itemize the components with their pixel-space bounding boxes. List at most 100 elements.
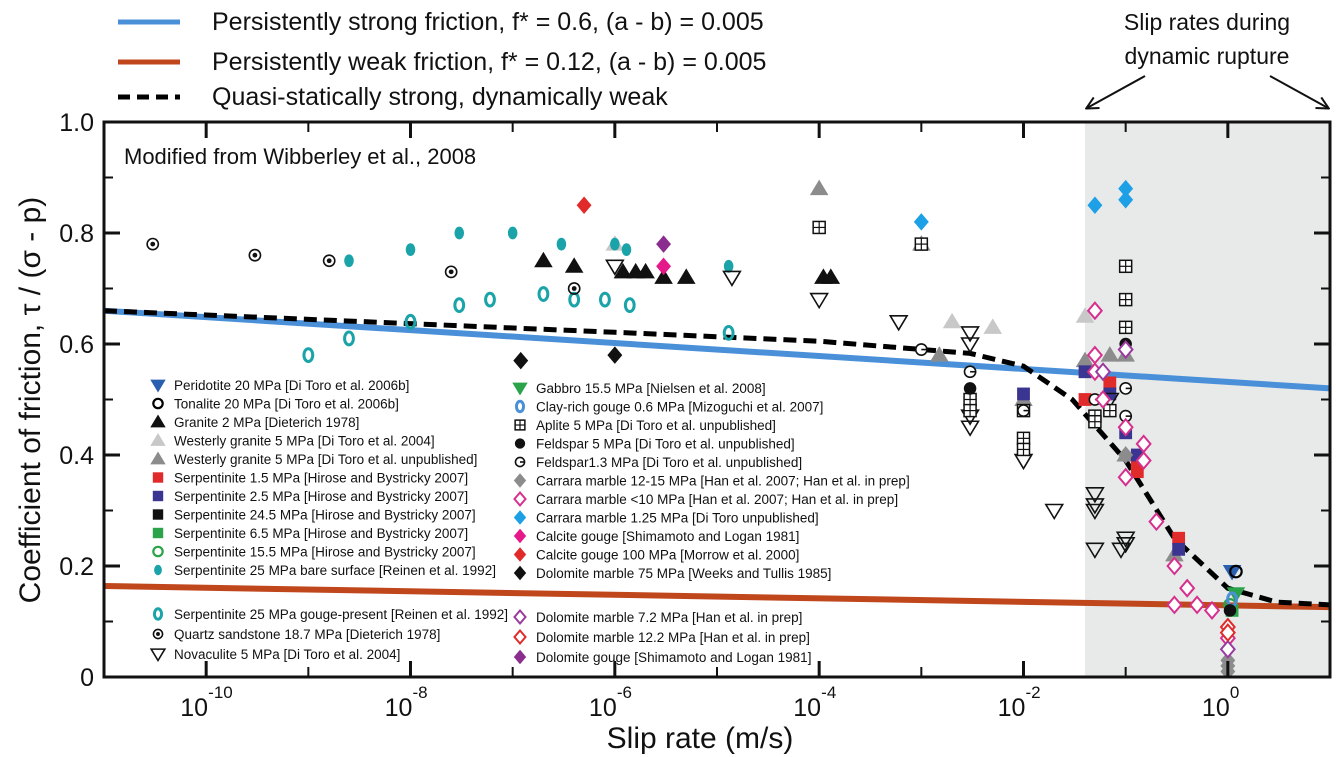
point-s13-10 xyxy=(1085,487,1105,504)
key-label-7: Serpentinite 24.5 MPa [Hirose and Bystri… xyxy=(174,508,476,523)
key-marker-21 xyxy=(513,510,527,525)
point-s20-3 xyxy=(1094,389,1112,410)
shaded-dynamic-region xyxy=(1085,122,1330,677)
point-s19-0 xyxy=(1118,446,1134,464)
point-s11-7 xyxy=(599,291,611,308)
point-s13-6 xyxy=(960,420,980,437)
model-line-qsdw xyxy=(104,308,1330,608)
point-s5-1 xyxy=(1103,376,1117,390)
point-s2-0 xyxy=(534,251,553,268)
y-tick-label-4: 0.8 xyxy=(59,220,94,248)
key-label-11: Serpentinite 25 MPa gouge-present [Reine… xyxy=(174,607,508,622)
point-s13-1 xyxy=(722,270,742,287)
point-s11-3 xyxy=(453,297,466,314)
point-s20-8 xyxy=(1148,512,1165,532)
key-label-5: Serpentinite 1.5 MPa [Hirose and Bystric… xyxy=(174,471,468,486)
point-s1-0 xyxy=(1229,564,1243,579)
point-s20-11 xyxy=(1166,595,1183,615)
point-s10-0 xyxy=(344,254,354,268)
point-s10-2 xyxy=(454,226,465,240)
key-marker-1 xyxy=(152,397,164,410)
point-s21-0 xyxy=(913,213,929,231)
data-points xyxy=(146,179,1246,677)
point-s20-12 xyxy=(1188,595,1206,615)
key-marker-17 xyxy=(514,438,526,449)
point-s24-0 xyxy=(513,351,529,370)
point-s20-4 xyxy=(1117,417,1134,437)
arrow-left xyxy=(1087,75,1146,108)
point-s12-1 xyxy=(252,252,258,258)
point-s12-2 xyxy=(322,254,336,268)
key-label-9: Serpentinite 15.5 MPa [Hirose and Bystri… xyxy=(174,545,476,560)
key-label-25: Dolomite marble 7.2 MPa [Han et al. in p… xyxy=(536,610,802,625)
point-s25-1 xyxy=(1094,362,1112,382)
key-label-3: Westerly granite 5 MPa [Di Toro et al. 2… xyxy=(174,434,435,449)
point-s3-2 xyxy=(983,318,1003,334)
point-s17-2 xyxy=(1223,604,1237,617)
point-s20-9 xyxy=(1166,556,1183,576)
point-s2-5 xyxy=(654,268,673,284)
x-tick-exponent-3: -4 xyxy=(821,683,836,702)
point-s21-1 xyxy=(1087,196,1103,215)
point-s2-6 xyxy=(676,268,696,284)
point-s12-3 xyxy=(448,269,454,275)
key-marker-19 xyxy=(513,473,527,488)
point-s12-3 xyxy=(444,265,458,279)
point-s11-9 xyxy=(722,325,735,341)
x-tick-exponent-5: 0 xyxy=(1230,683,1239,702)
key-marker-0 xyxy=(150,379,166,393)
arrow-right xyxy=(1269,75,1328,108)
model-line-weak xyxy=(104,583,1330,611)
point-s13-3 xyxy=(888,314,909,332)
key-label-10: Serpentinite 25 MPa bare surface [Reinen… xyxy=(174,563,496,578)
key-marker-6 xyxy=(152,490,164,502)
dynamic-annotation-line2: dynamic rupture xyxy=(1125,43,1290,69)
x-tick-exponent-0: -10 xyxy=(208,683,233,702)
x-tick-label-2: 10 xyxy=(589,694,617,722)
key-marker-14 xyxy=(512,382,528,396)
key-marker-27 xyxy=(513,649,527,665)
qsdw-legend-label: Quasi-statically strong, dynamically wea… xyxy=(212,83,668,111)
point-s6-0 xyxy=(1017,387,1030,401)
point-s5-4 xyxy=(1172,531,1186,545)
source-note: Modified from Wibberley et al., 2008 xyxy=(124,144,476,169)
point-s0-0 xyxy=(1222,565,1242,581)
key-marker-11 xyxy=(152,607,164,621)
point-s21-3 xyxy=(1118,190,1134,209)
point-s22-0 xyxy=(656,257,672,276)
key-marker-9 xyxy=(152,545,164,558)
key-label-19: Carrara marble 12-15 MPa [Han et al. 200… xyxy=(536,474,910,489)
point-s10-6 xyxy=(621,243,632,257)
point-s20-0 xyxy=(1086,301,1104,321)
point-s3-1 xyxy=(942,312,962,329)
strong-legend-label: Persistently strong friction, f* = 0.6, … xyxy=(212,8,764,36)
dynamic-annotation-line1: Slip rates during xyxy=(1124,9,1290,35)
point-s2-1 xyxy=(564,257,584,273)
point-s13-17 xyxy=(1111,542,1131,559)
point-s4-5 xyxy=(1100,346,1120,362)
key-label-6: Serpentinite 2.5 MPa [Hirose and Bystric… xyxy=(174,489,468,504)
key-marker-7 xyxy=(152,509,164,520)
point-s12-1 xyxy=(248,248,262,262)
point-s10-7 xyxy=(723,259,734,273)
y-axis-title: Coefficient of friction, τ / (σ - p) xyxy=(14,197,47,604)
point-s11-6 xyxy=(568,291,581,308)
point-s13-4 xyxy=(960,326,980,343)
weak-legend-label: Persistently weak friction, f* = 0.12, (… xyxy=(212,48,766,76)
point-s23-0 xyxy=(576,196,592,215)
line-legend: Persistently strong friction, f* = 0.6, … xyxy=(118,8,766,111)
key-label-8: Serpentinite 6.5 MPa [Hirose and Bystric… xyxy=(174,526,468,541)
point-s10-3 xyxy=(507,226,518,240)
key-marker-12 xyxy=(156,632,160,636)
point-s20-13 xyxy=(1203,600,1221,620)
point-s4-0 xyxy=(809,179,829,196)
key-marker-13 xyxy=(149,648,167,663)
key-label-27: Dolomite gouge [Shimamoto and Logan 1981… xyxy=(536,650,811,665)
point-s13-5 xyxy=(960,337,980,354)
point-s12-2 xyxy=(326,258,332,264)
x-tick-label-3: 10 xyxy=(793,694,821,722)
point-s12-0 xyxy=(150,241,156,247)
point-s13-11 xyxy=(1085,498,1105,515)
key-marker-15 xyxy=(514,399,526,414)
